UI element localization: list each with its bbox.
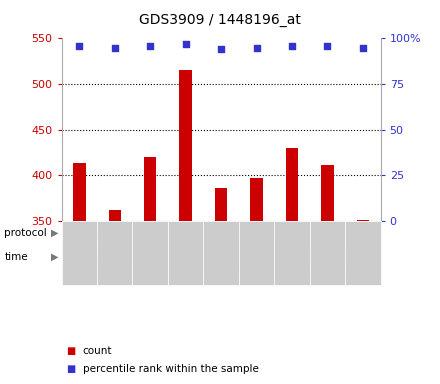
- Bar: [274, 245, 381, 269]
- Point: [253, 45, 260, 51]
- Bar: [97, 221, 132, 285]
- Bar: [286, 148, 298, 221]
- Text: unmanipulated control: unmanipulated control: [67, 228, 163, 237]
- Bar: [144, 157, 156, 221]
- Text: count: count: [83, 346, 112, 356]
- Text: 48 hours: 48 hours: [197, 252, 246, 262]
- Bar: [132, 221, 168, 285]
- Bar: [310, 221, 345, 285]
- Bar: [239, 221, 274, 285]
- Point: [76, 43, 83, 49]
- Bar: [203, 221, 239, 285]
- Bar: [357, 220, 369, 221]
- Bar: [62, 221, 168, 245]
- Bar: [62, 245, 168, 269]
- Text: 96 hours: 96 hours: [303, 252, 352, 262]
- Point: [359, 45, 367, 51]
- Text: ▶: ▶: [51, 252, 58, 262]
- Point: [218, 46, 225, 53]
- Bar: [250, 178, 263, 221]
- Point: [111, 45, 118, 51]
- Point: [289, 43, 296, 49]
- Bar: [62, 221, 97, 285]
- Bar: [321, 165, 334, 221]
- Bar: [168, 245, 274, 269]
- Bar: [215, 188, 227, 221]
- Bar: [109, 210, 121, 221]
- Text: ▶: ▶: [51, 228, 58, 238]
- Point: [324, 43, 331, 49]
- Text: GDS3909 / 1448196_at: GDS3909 / 1448196_at: [139, 13, 301, 27]
- Text: control: control: [95, 252, 134, 262]
- Text: time: time: [4, 252, 28, 262]
- Point: [182, 41, 189, 47]
- Text: ■: ■: [66, 364, 75, 374]
- Text: oral submucosal injection: oral submucosal injection: [203, 228, 345, 238]
- Bar: [274, 221, 310, 285]
- Bar: [180, 70, 192, 221]
- Bar: [168, 221, 381, 245]
- Text: percentile rank within the sample: percentile rank within the sample: [83, 364, 259, 374]
- Point: [147, 43, 154, 49]
- Text: ■: ■: [66, 346, 75, 356]
- Bar: [168, 221, 203, 285]
- Bar: [345, 221, 381, 285]
- Bar: [73, 164, 85, 221]
- Text: protocol: protocol: [4, 228, 47, 238]
